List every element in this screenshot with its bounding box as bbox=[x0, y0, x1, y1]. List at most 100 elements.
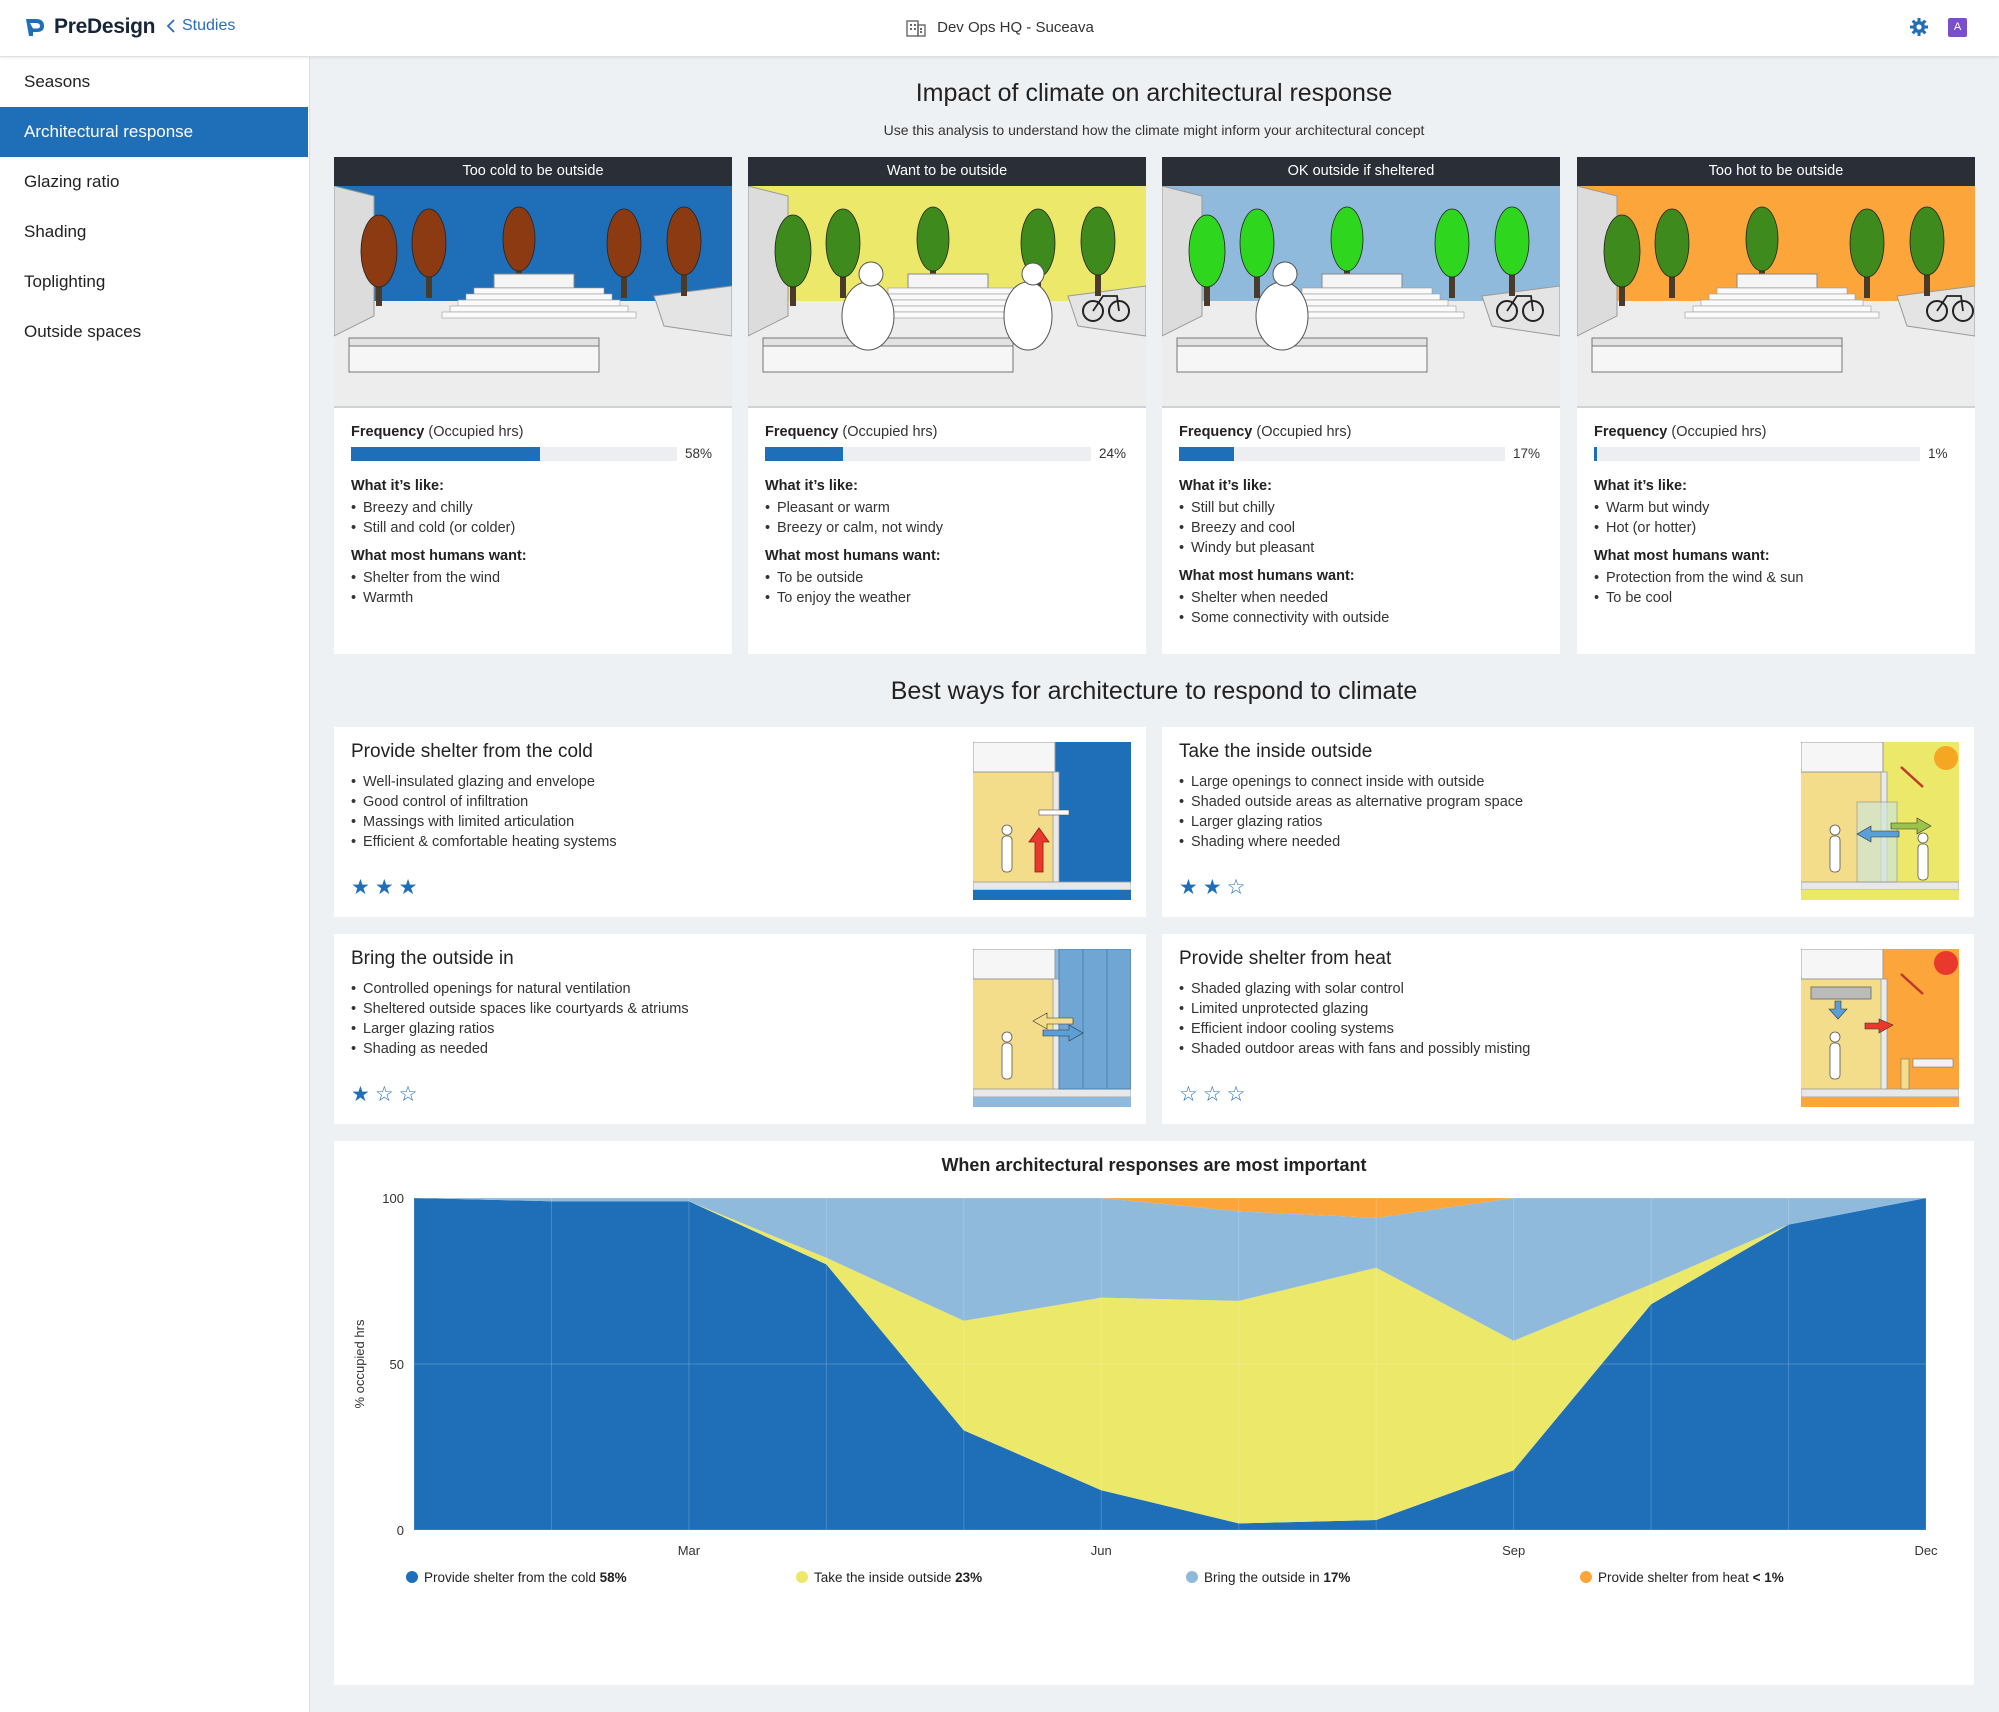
frequency-bar-fill bbox=[1594, 446, 1598, 461]
condition-card-body: Frequency (Occupied hrs) 24% What it’s lik… bbox=[748, 408, 1146, 608]
star-empty-icon: ☆ bbox=[398, 1083, 418, 1106]
y-tick-label: 50 bbox=[390, 1357, 404, 1372]
like-list-item: Still but chilly bbox=[1179, 498, 1543, 518]
chevron-left-icon bbox=[166, 19, 175, 33]
sidebar-item-seasons[interactable]: Seasons bbox=[24, 72, 91, 91]
frequency-label-strong: Frequency bbox=[1594, 424, 1668, 440]
response-card: Bring the outside in Controlled openings … bbox=[334, 934, 1146, 1124]
predesign-logo-icon bbox=[26, 19, 44, 36]
legend-swatch bbox=[796, 1571, 808, 1583]
condition-card-title: Want to be outside bbox=[748, 157, 1146, 186]
frequency-label: Frequency (Occupied hrs) bbox=[1179, 424, 1543, 440]
chart-title: When architectural responses are most im… bbox=[941, 1155, 1367, 1175]
sidebar-item-shading[interactable]: Shading bbox=[24, 222, 87, 241]
legend-label: Bring the outside in 17% bbox=[1204, 1570, 1350, 1585]
building-icon bbox=[906, 20, 926, 37]
frequency-value: 1% bbox=[1928, 446, 1948, 461]
response-card: Take the inside outside Large openings to… bbox=[1162, 727, 1974, 917]
frequency-label-strong: Frequency bbox=[1179, 424, 1253, 440]
like-list: Warm but windyHot (or hotter) bbox=[1594, 498, 1958, 538]
like-heading: What it’s like: bbox=[351, 478, 444, 494]
back-link-label: Studies bbox=[182, 17, 236, 34]
frequency-label-unit: (Occupied hrs) bbox=[1256, 424, 1352, 440]
scene-illustration bbox=[748, 186, 1146, 408]
legend-series-name: Provide shelter from heat bbox=[1598, 1570, 1749, 1585]
strategy-item: Larger glazing ratios bbox=[1179, 812, 1523, 832]
like-list-item: Pleasant or warm bbox=[765, 498, 1129, 518]
star-filled-icon: ★ bbox=[1202, 876, 1222, 899]
importance-area-chart: 0 50 100 Mar Jun Sep Dec % occupied hrs Provide … bbox=[352, 1191, 1938, 1585]
want-heading: What most humans want: bbox=[1179, 568, 1355, 584]
scene-illustration bbox=[1577, 186, 1975, 408]
legend-series-share: < 1% bbox=[1753, 1570, 1784, 1585]
like-list-item: Breezy and cool bbox=[1179, 518, 1543, 538]
project-title: Dev Ops HQ - Suceava bbox=[937, 18, 1094, 36]
sidebar-item-outside-spaces[interactable]: Outside spaces bbox=[24, 322, 142, 341]
strategy-item: Large openings to connect inside with ou… bbox=[1179, 772, 1523, 792]
frequency-label-unit: (Occupied hrs) bbox=[1671, 424, 1767, 440]
condition-card-body: Frequency (Occupied hrs) 1% What it’s like… bbox=[1577, 408, 1975, 608]
star-filled-icon: ★ bbox=[1179, 876, 1198, 899]
back-to-studies-link[interactable]: Studies bbox=[166, 17, 235, 35]
legend-label: Take the inside outside 23% bbox=[814, 1570, 982, 1585]
y-tick-label: 0 bbox=[397, 1523, 404, 1538]
strategy-item: Larger glazing ratios bbox=[351, 1019, 689, 1039]
response-strategy-list: Controlled openings for natural ventilat… bbox=[351, 979, 689, 1059]
frequency-label-strong: Frequency bbox=[351, 424, 425, 440]
series-area-1 bbox=[414, 1198, 1926, 1530]
response-card-title: Take the inside outside bbox=[1179, 741, 1373, 762]
strategy-item: Sheltered outside spaces like courtyards… bbox=[351, 999, 689, 1019]
outdoor-scene-image bbox=[334, 186, 732, 406]
frequency-value: 24% bbox=[1099, 446, 1127, 461]
condition-card-body: Frequency (Occupied hrs) 17% What it’s lik… bbox=[1162, 408, 1560, 628]
want-list-item: To enjoy the weather bbox=[765, 588, 1129, 608]
condition-card-body: Frequency (Occupied hrs) 58% What it’s lik… bbox=[334, 408, 732, 608]
response-diagram-image bbox=[973, 949, 1131, 1107]
condition-card: OK outside if sheltered Frequency (Occupi… bbox=[1162, 157, 1560, 654]
x-tick-label: Dec bbox=[1914, 1543, 1938, 1558]
frequency-label: Frequency (Occupied hrs) bbox=[1594, 424, 1958, 440]
condition-card-title: Too cold to be outside bbox=[334, 157, 732, 186]
legend-series-share: 17% bbox=[1323, 1570, 1350, 1585]
frequency-row: 58% bbox=[351, 446, 715, 461]
like-list-item: Windy but pleasant bbox=[1179, 538, 1543, 558]
legend-item[interactable]: Bring the outside in 17% bbox=[1186, 1570, 1350, 1585]
scene-illustration bbox=[334, 186, 732, 408]
sidebar-item-architectural-response[interactable]: Architectural response bbox=[0, 107, 308, 157]
settings-button[interactable] bbox=[1909, 17, 1929, 42]
condition-card: Too cold to be outside Frequency (Occupie… bbox=[334, 157, 732, 654]
scene-illustration bbox=[1162, 186, 1560, 408]
frequency-label: Frequency (Occupied hrs) bbox=[765, 424, 1129, 440]
response-card-title: Bring the outside in bbox=[351, 948, 514, 969]
star-rating: ★ ☆ ☆ bbox=[351, 1084, 417, 1105]
y-axis-label: % occupied hrs bbox=[352, 1319, 367, 1408]
frequency-row: 17% bbox=[1179, 446, 1543, 461]
x-tick-label: Jun bbox=[1091, 1543, 1112, 1558]
like-list-item: Warm but windy bbox=[1594, 498, 1958, 518]
legend-item[interactable]: Provide shelter from the cold 58% bbox=[406, 1570, 627, 1585]
strategy-item: Shading as needed bbox=[351, 1039, 689, 1059]
frequency-label-unit: (Occupied hrs) bbox=[428, 424, 524, 440]
strategy-item: Well-insulated glazing and envelope bbox=[351, 772, 617, 792]
legend-item[interactable]: Provide shelter from heat < 1% bbox=[1580, 1570, 1784, 1585]
condition-card: Too hot to be outside Frequency (Occupied… bbox=[1577, 157, 1975, 654]
frequency-bar bbox=[351, 446, 677, 461]
legend-item[interactable]: Take the inside outside 23% bbox=[796, 1570, 982, 1585]
want-list-item: Warmth bbox=[351, 588, 715, 608]
sidebar-item-glazing-ratio[interactable]: Glazing ratio bbox=[24, 172, 120, 191]
strategy-item: Efficient indoor cooling systems bbox=[1179, 1019, 1530, 1039]
user-avatar[interactable]: A bbox=[1948, 18, 1967, 37]
app-logo[interactable]: PreDesign bbox=[24, 15, 155, 39]
condition-card: Want to be outside Frequency (Occupied hr… bbox=[748, 157, 1146, 654]
want-list-item: Protection from the wind & sun bbox=[1594, 568, 1958, 588]
want-list-item: Shelter when needed bbox=[1179, 588, 1543, 608]
legend-series-share: 23% bbox=[955, 1570, 982, 1585]
star-filled-icon: ★ bbox=[374, 876, 394, 899]
strategy-item: Controlled openings for natural ventilat… bbox=[351, 979, 689, 999]
response-card: Provide shelter from the cold Well-insula… bbox=[334, 727, 1146, 917]
star-rating: ★ ★ ☆ bbox=[1179, 877, 1245, 898]
response-strategy-list: Large openings to connect inside with ou… bbox=[1179, 772, 1523, 852]
frequency-bar bbox=[1594, 446, 1920, 461]
sidebar-item-toplighting[interactable]: Toplighting bbox=[24, 272, 106, 291]
response-diagram-image bbox=[973, 742, 1131, 900]
